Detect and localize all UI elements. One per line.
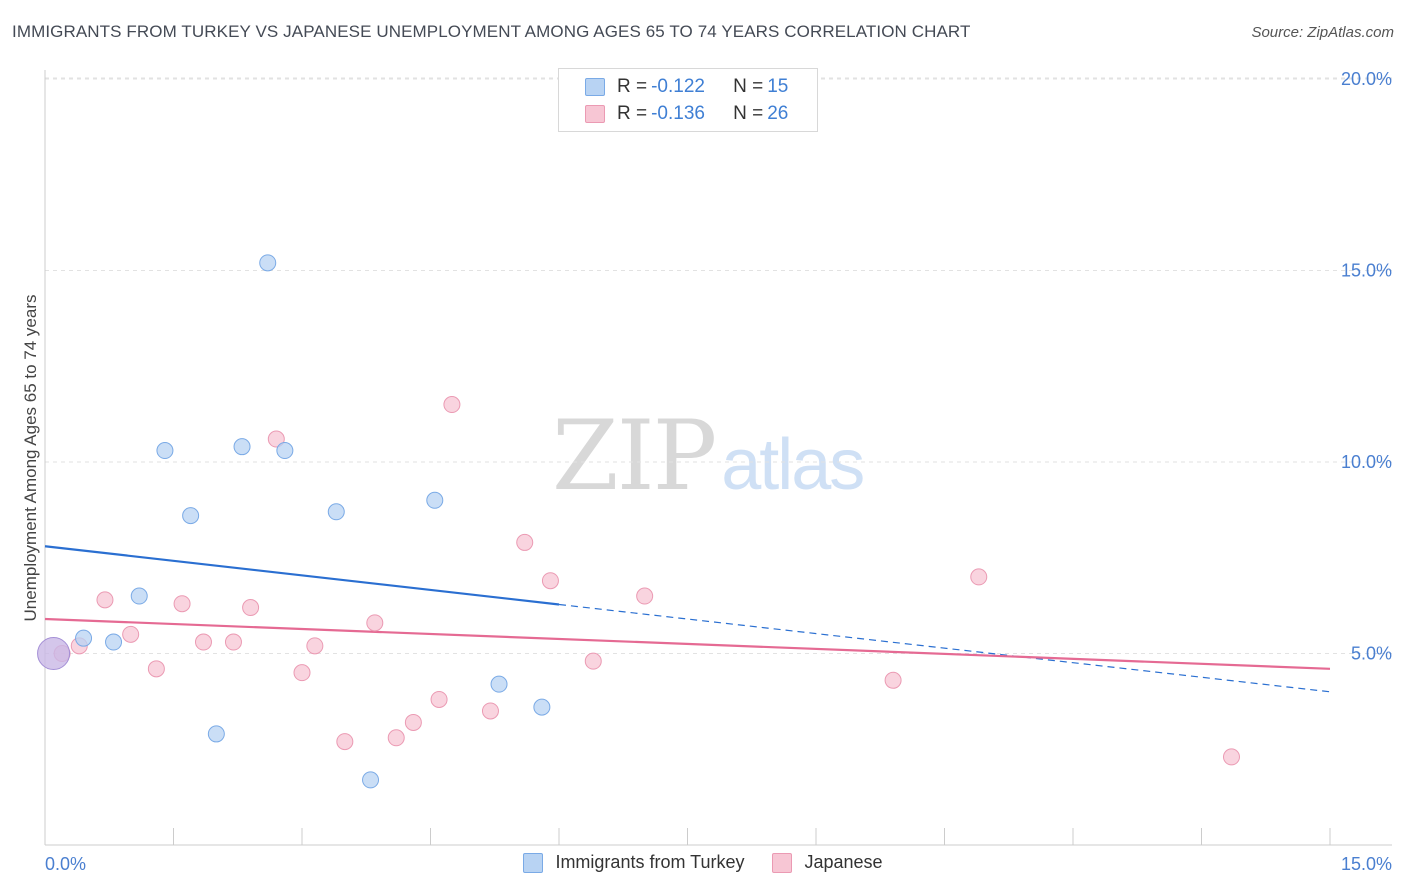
turkey-legend-swatch xyxy=(523,852,544,873)
turkey-point xyxy=(105,633,123,651)
japanese-point xyxy=(242,599,260,617)
japanese-point xyxy=(122,625,140,643)
series-legend-turkey: Immigrants from Turkey xyxy=(523,852,744,873)
japanese-point xyxy=(366,614,384,632)
legend-r-label: R = xyxy=(617,103,648,124)
japanese-point xyxy=(173,595,191,613)
x-tick-label: 0.0% xyxy=(45,854,86,874)
japanese-point xyxy=(147,660,165,678)
japanese-legend-swatch xyxy=(772,852,793,873)
turkey-point xyxy=(156,442,174,460)
japanese-point xyxy=(267,430,285,448)
legend-row-turkey: R = -0.122 N = 15 xyxy=(585,75,788,99)
turkey-point xyxy=(207,725,225,743)
axis-layer xyxy=(44,70,1392,846)
legend: R = -0.122 N = 15 R = -0.136 N = 26 xyxy=(558,68,818,132)
series-legend-japanese: Japanese xyxy=(772,852,883,873)
legend-n-value: 26 xyxy=(767,103,789,124)
japanese-point xyxy=(194,633,212,651)
watermark-atlas: atlas xyxy=(721,425,865,505)
japanese-point xyxy=(1222,748,1240,766)
tick-layer: 5.0% 10.0% 15.0% 20.0% 0.0% 15.0% xyxy=(44,69,1392,874)
turkey-trend-extension xyxy=(558,603,1331,693)
y-axis-label: Unemployment Among Ages 65 to 74 years xyxy=(21,295,40,622)
japanese-trend-line xyxy=(44,617,1331,670)
y-tick-label: 15.0% xyxy=(1341,261,1392,281)
y-tick-label: 10.0% xyxy=(1341,452,1392,472)
x-tick-label: 15.0% xyxy=(1341,854,1392,874)
turkey-point xyxy=(426,491,444,509)
turkey-point xyxy=(259,254,277,272)
turkey-point-large xyxy=(37,637,71,670)
japanese-point xyxy=(636,587,654,605)
turkey-point xyxy=(233,438,251,456)
japanese-point xyxy=(404,713,422,731)
legend-r-label: R = xyxy=(617,76,648,97)
turkey-point xyxy=(327,503,345,521)
y-tick-label: 5.0% xyxy=(1351,644,1392,664)
grid-layer xyxy=(45,77,1392,654)
y-tick-label: 20.0% xyxy=(1341,69,1392,89)
legend-r-value: -0.122 xyxy=(651,76,705,97)
turkey-point xyxy=(490,675,508,693)
turkey-point xyxy=(362,771,380,789)
japanese-point xyxy=(970,568,988,586)
watermark-zip: ZIP xyxy=(552,400,717,512)
japanese-point xyxy=(481,702,499,720)
japanese-point xyxy=(224,633,242,651)
japanese-point xyxy=(96,591,114,609)
trend-layer xyxy=(44,545,1331,693)
japanese-point xyxy=(336,733,354,751)
chart-title: IMMIGRANTS FROM TURKEY VS JAPANESE UNEMP… xyxy=(12,22,971,41)
series-name-turkey: Immigrants from Turkey xyxy=(555,852,745,872)
turkey-point xyxy=(533,698,551,716)
source-label: Source: ZipAtlas.com xyxy=(1251,24,1394,41)
japanese-point xyxy=(884,671,902,689)
japanese-swatch xyxy=(585,105,605,123)
watermark: ZIPatlas xyxy=(552,400,865,512)
japanese-point xyxy=(387,729,405,747)
legend-n-label: N = xyxy=(733,76,764,97)
japanese-point xyxy=(293,664,311,682)
point-layer xyxy=(37,254,1240,789)
japanese-point xyxy=(584,652,602,670)
legend-r-value: -0.136 xyxy=(651,103,705,124)
turkey-swatch xyxy=(585,78,605,96)
japanese-point xyxy=(306,637,324,655)
turkey-trend-line xyxy=(44,545,560,606)
series-legend: Immigrants from Turkey Japanese xyxy=(0,852,1406,873)
japanese-point xyxy=(430,690,448,708)
turkey-point xyxy=(130,587,148,605)
legend-n-label: N = xyxy=(733,103,764,124)
japanese-point xyxy=(443,396,461,414)
turkey-point xyxy=(75,629,93,647)
japanese-point xyxy=(516,533,534,551)
turkey-point xyxy=(182,507,200,525)
legend-row-japanese: R = -0.136 N = 26 xyxy=(585,102,788,126)
series-name-japanese: Japanese xyxy=(804,852,883,872)
turkey-point xyxy=(276,442,294,460)
legend-n-value: 15 xyxy=(767,76,789,97)
japanese-point xyxy=(541,572,559,590)
